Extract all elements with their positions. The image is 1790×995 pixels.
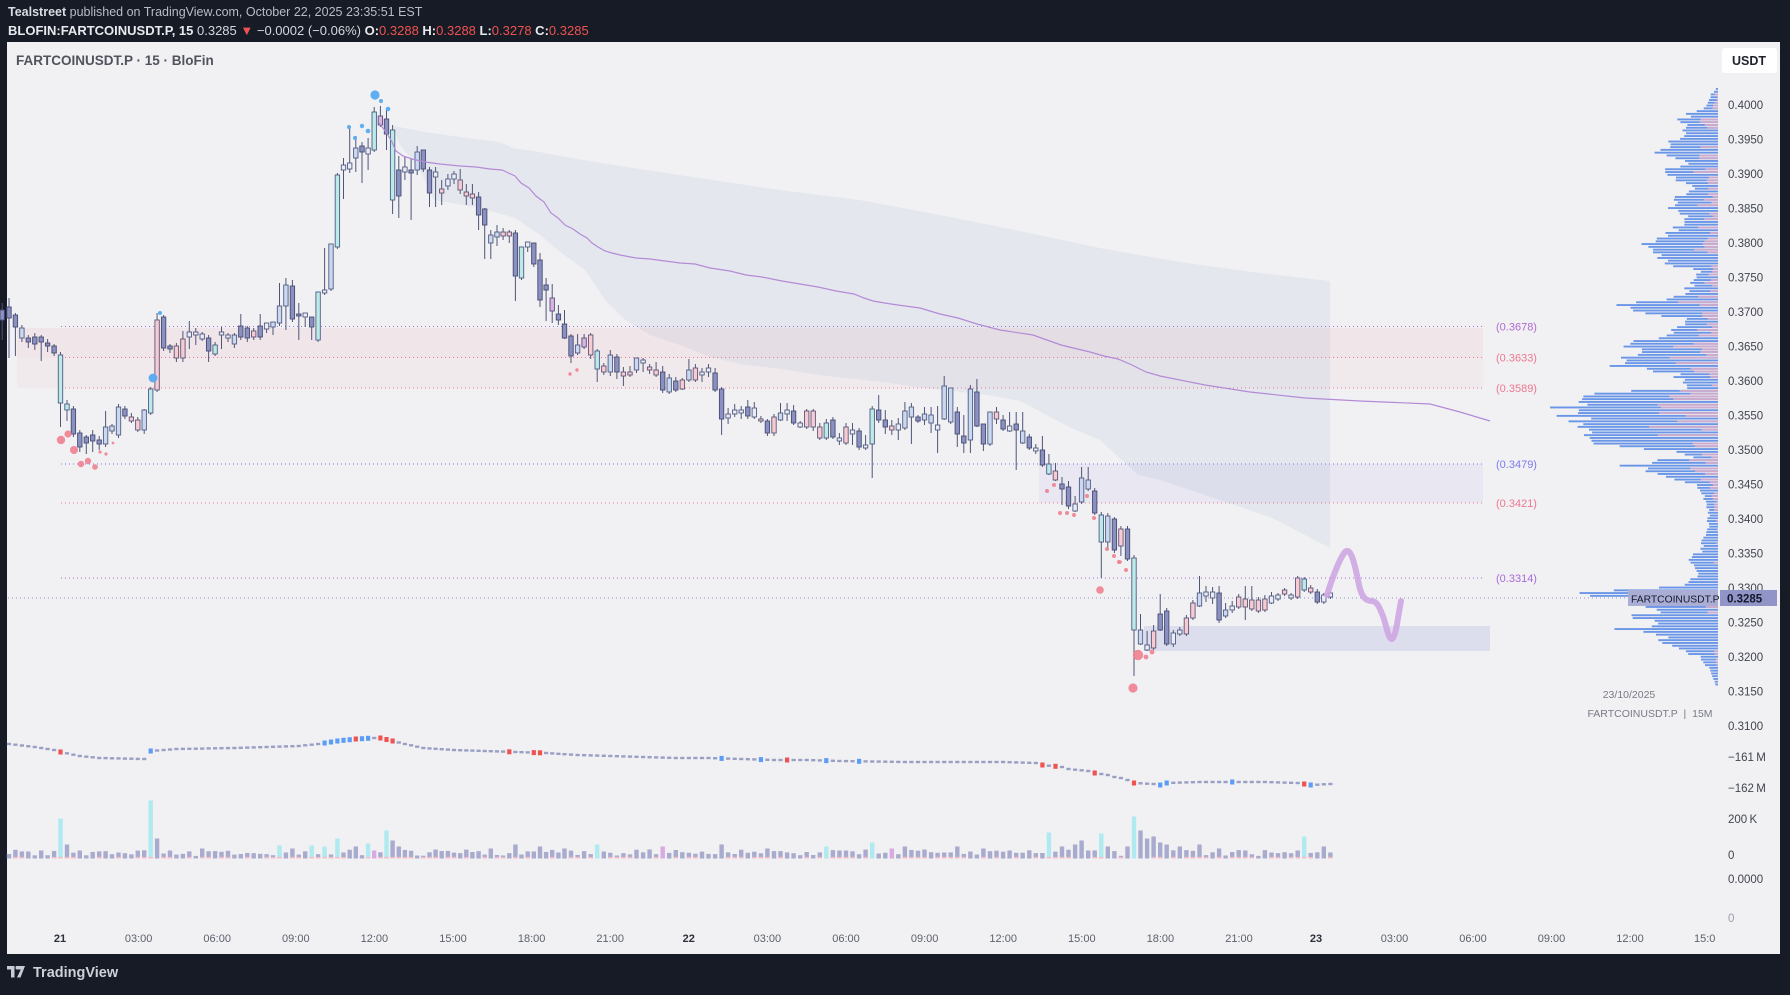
svg-text:03:00: 03:00 [125, 933, 153, 945]
svg-text:0.3200: 0.3200 [1728, 652, 1763, 664]
svg-text:−162 M: −162 M [1728, 783, 1766, 795]
svg-text:0.3450: 0.3450 [1728, 480, 1763, 492]
svg-text:0.3600: 0.3600 [1728, 376, 1763, 388]
svg-text:BLOFIN:FARTCOINUSDT.P, 15 0.32: BLOFIN:FARTCOINUSDT.P, 15 0.3285 ▼ −0.00… [8, 23, 589, 38]
svg-text:(0.3589): (0.3589) [1496, 383, 1537, 395]
svg-text:FARTCOINUSDT.P: FARTCOINUSDT.P [1631, 595, 1720, 606]
svg-text:03:00: 03:00 [754, 933, 782, 945]
svg-text:06:00: 06:00 [832, 933, 860, 945]
svg-text:0.3100: 0.3100 [1728, 721, 1763, 733]
svg-text:0.3350: 0.3350 [1728, 549, 1763, 561]
svg-text:0.3250: 0.3250 [1728, 618, 1763, 630]
svg-text:18:00: 18:00 [1147, 933, 1175, 945]
svg-text:0.3150: 0.3150 [1728, 687, 1763, 699]
svg-text:0: 0 [1728, 913, 1734, 925]
svg-text:09:00: 09:00 [1538, 933, 1566, 945]
svg-text:21:00: 21:00 [596, 933, 624, 945]
svg-text:06:00: 06:00 [1459, 933, 1487, 945]
svg-text:−161 M: −161 M [1728, 752, 1766, 764]
svg-text:FARTCOINUSDT.P · 15 · BloFin: FARTCOINUSDT.P · 15 · BloFin [16, 53, 214, 68]
svg-text:0.3750: 0.3750 [1728, 273, 1763, 285]
svg-text:23: 23 [1310, 933, 1322, 945]
svg-text:0.3400: 0.3400 [1728, 514, 1763, 526]
svg-text:(0.3479): (0.3479) [1496, 459, 1537, 471]
svg-text:22: 22 [683, 933, 695, 945]
svg-text:15:00: 15:00 [1068, 933, 1096, 945]
svg-text:(0.3314): (0.3314) [1496, 573, 1537, 585]
svg-text:12:00: 12:00 [1616, 933, 1644, 945]
svg-text:09:00: 09:00 [911, 933, 939, 945]
svg-text:15:00: 15:00 [439, 933, 467, 945]
svg-text:18:00: 18:00 [518, 933, 546, 945]
svg-text:12:00: 12:00 [989, 933, 1017, 945]
svg-text:09:00: 09:00 [282, 933, 310, 945]
svg-text:21:00: 21:00 [1225, 933, 1253, 945]
svg-text:(0.3633): (0.3633) [1496, 353, 1537, 365]
svg-text:0.3900: 0.3900 [1728, 169, 1763, 181]
svg-text:0.3700: 0.3700 [1728, 307, 1763, 319]
svg-text:0.3800: 0.3800 [1728, 238, 1763, 250]
svg-text:12:00: 12:00 [361, 933, 389, 945]
svg-text:Tealstreet published on Tradin: Tealstreet published on TradingView.com,… [8, 5, 423, 19]
svg-text:15:0: 15:0 [1694, 933, 1715, 945]
svg-text:0.3550: 0.3550 [1728, 411, 1763, 423]
svg-text:0.3850: 0.3850 [1728, 204, 1763, 216]
svg-text:(0.3678): (0.3678) [1496, 322, 1537, 334]
svg-text:06:00: 06:00 [203, 933, 231, 945]
svg-text:200 K: 200 K [1728, 814, 1757, 826]
svg-text:03:00: 03:00 [1381, 933, 1409, 945]
svg-text:0.3650: 0.3650 [1728, 342, 1763, 354]
svg-text:23/10/2025: 23/10/2025 [1603, 689, 1656, 701]
svg-text:0.4000: 0.4000 [1728, 100, 1763, 112]
svg-text:(0.3421): (0.3421) [1496, 498, 1537, 510]
svg-text:0.0000: 0.0000 [1728, 874, 1763, 886]
svg-text:TradingView: TradingView [33, 965, 119, 981]
svg-text:FARTCOINUSDT.P | 15M: FARTCOINUSDT.P | 15M [1587, 708, 1712, 720]
svg-text:0.3950: 0.3950 [1728, 135, 1763, 147]
svg-text:USDT: USDT [1732, 54, 1766, 68]
svg-text:0.3500: 0.3500 [1728, 445, 1763, 457]
svg-text:21: 21 [54, 933, 66, 945]
svg-text:0: 0 [1728, 850, 1734, 862]
svg-text:0.3285: 0.3285 [1727, 594, 1763, 606]
